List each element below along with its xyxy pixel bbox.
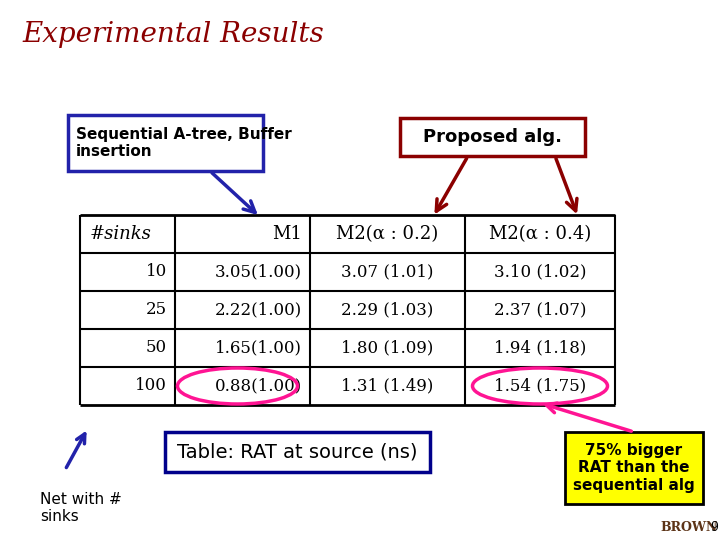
- Text: 2.37 (1.07): 2.37 (1.07): [494, 301, 586, 319]
- Text: 100: 100: [135, 377, 167, 395]
- Text: 3.10 (1.02): 3.10 (1.02): [494, 264, 586, 280]
- Text: 75% bigger
RAT than the
sequential alg: 75% bigger RAT than the sequential alg: [573, 443, 695, 493]
- Text: 0.88(1.00): 0.88(1.00): [215, 377, 302, 395]
- Text: 1.54 (1.75): 1.54 (1.75): [494, 377, 586, 395]
- Text: 10: 10: [145, 264, 167, 280]
- Text: 3.05(1.00): 3.05(1.00): [215, 264, 302, 280]
- Text: 1.80 (1.09): 1.80 (1.09): [341, 340, 433, 356]
- Text: 2.22(1.00): 2.22(1.00): [215, 301, 302, 319]
- FancyBboxPatch shape: [565, 432, 703, 504]
- Text: 9: 9: [710, 521, 718, 534]
- FancyBboxPatch shape: [400, 118, 585, 156]
- Text: 2.29 (1.03): 2.29 (1.03): [341, 301, 433, 319]
- FancyBboxPatch shape: [165, 432, 430, 472]
- Text: Experimental Results: Experimental Results: [22, 22, 324, 49]
- Text: 1.65(1.00): 1.65(1.00): [215, 340, 302, 356]
- FancyBboxPatch shape: [68, 115, 263, 171]
- Text: 1.94 (1.18): 1.94 (1.18): [494, 340, 586, 356]
- Text: Net with #
sinks: Net with # sinks: [40, 492, 122, 524]
- Text: 50: 50: [146, 340, 167, 356]
- Text: M2(α : 0.2): M2(α : 0.2): [336, 225, 438, 243]
- Text: M2(α : 0.4): M2(α : 0.4): [489, 225, 591, 243]
- Text: 3.07 (1.01): 3.07 (1.01): [341, 264, 433, 280]
- Text: 25: 25: [146, 301, 167, 319]
- Text: Proposed alg.: Proposed alg.: [423, 128, 562, 146]
- Text: 1.31 (1.49): 1.31 (1.49): [341, 377, 433, 395]
- Text: Table: RAT at source (ns): Table: RAT at source (ns): [177, 442, 418, 462]
- Text: BROWN: BROWN: [660, 521, 717, 534]
- Text: #sinks: #sinks: [90, 225, 152, 243]
- Text: M1: M1: [272, 225, 302, 243]
- Text: Sequential A-tree, Buffer
insertion: Sequential A-tree, Buffer insertion: [76, 127, 292, 159]
